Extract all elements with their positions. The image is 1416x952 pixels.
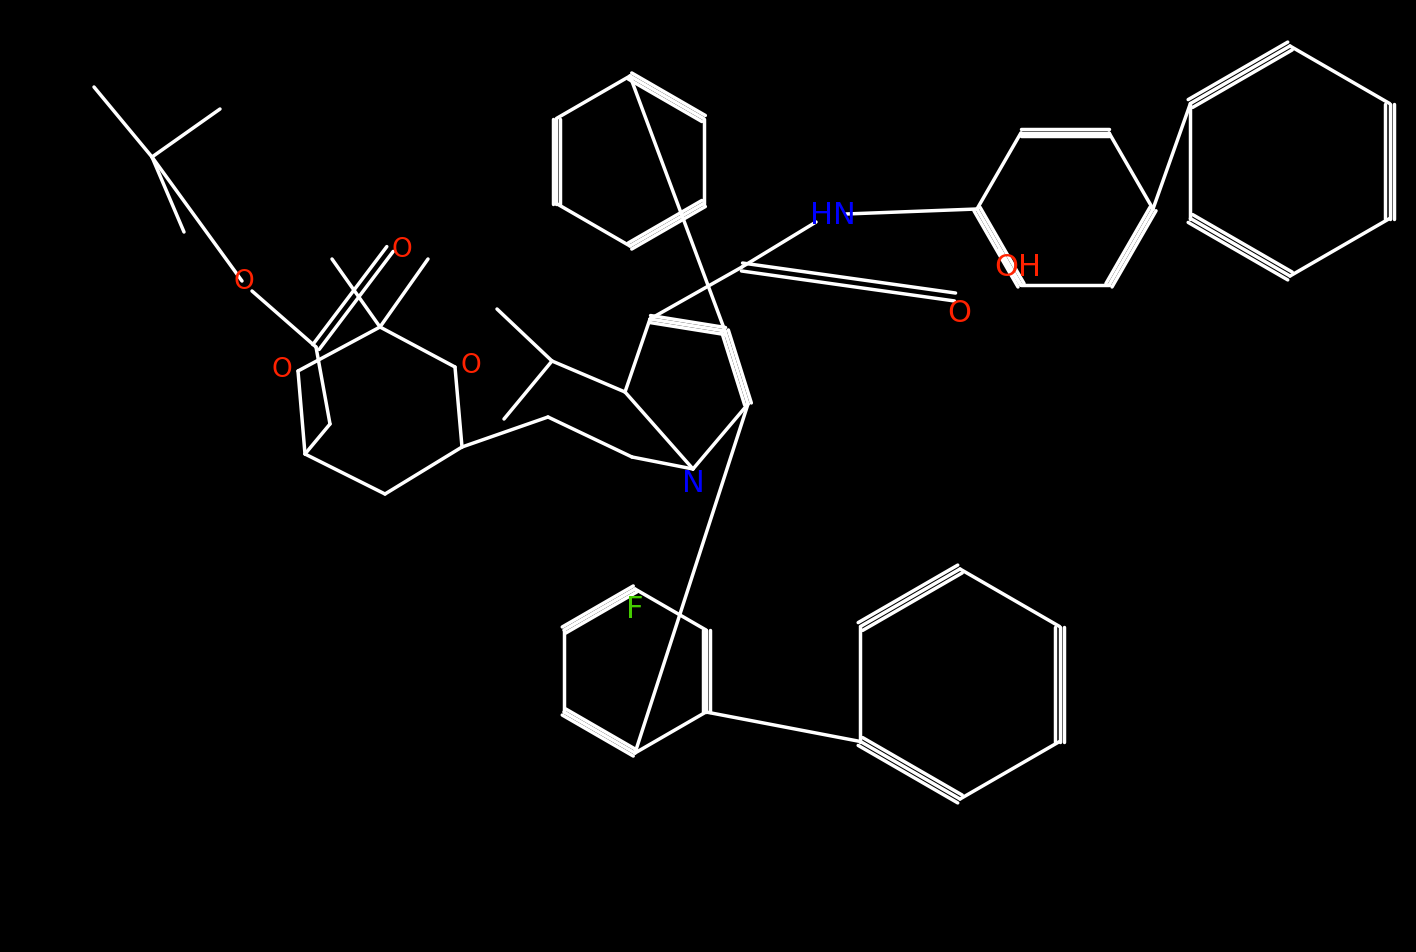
Text: O: O (947, 299, 971, 328)
Text: O: O (234, 268, 255, 295)
Text: HN: HN (810, 200, 855, 229)
Text: F: F (626, 595, 644, 624)
Text: O: O (272, 357, 292, 383)
Text: N: N (681, 469, 704, 498)
Text: O: O (460, 352, 481, 379)
Text: O: O (392, 237, 412, 263)
Text: OH: OH (994, 253, 1042, 282)
